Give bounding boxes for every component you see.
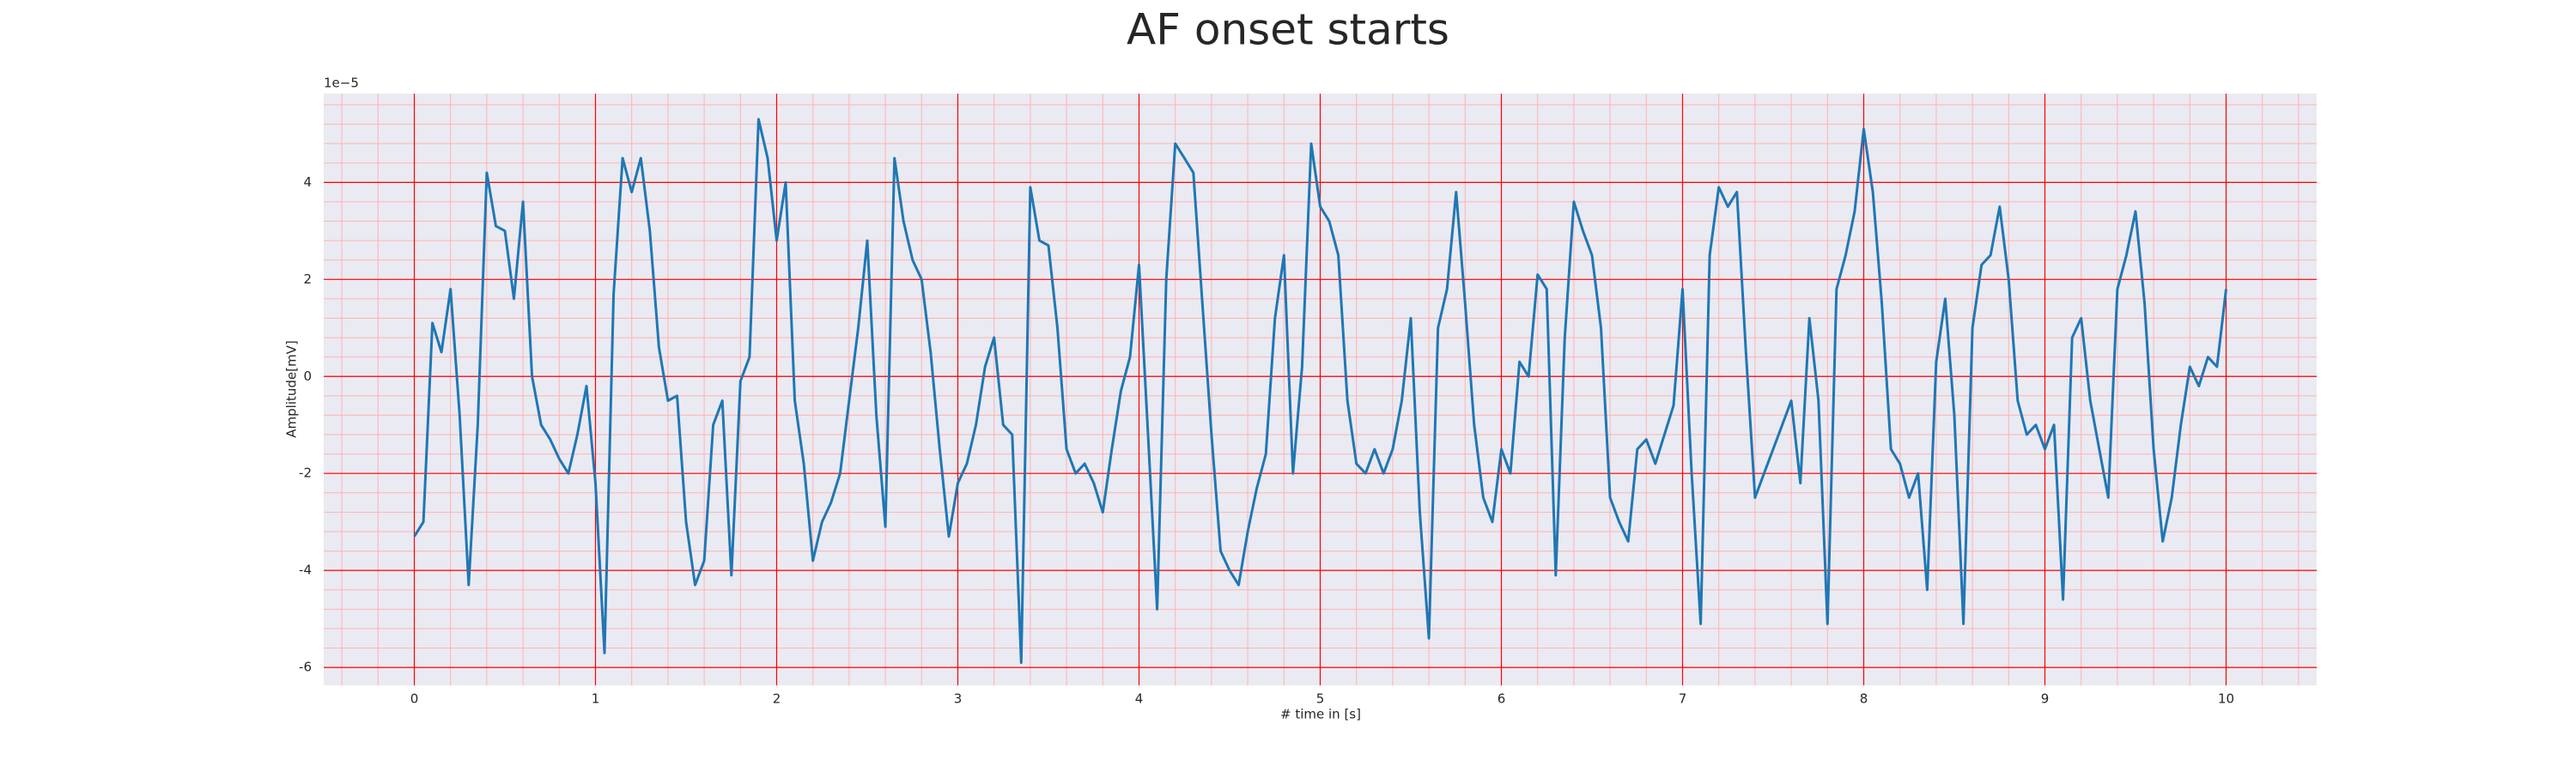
x-tick-label: 1	[592, 691, 600, 707]
y-tick-label: -4	[299, 563, 312, 578]
x-tick-label: 10	[2218, 691, 2234, 707]
x-tick-label: 6	[1498, 691, 1506, 707]
y-offset-label: 1e−5	[324, 76, 359, 91]
x-tick-label: 8	[1860, 691, 1868, 707]
y-tick-label: 4	[303, 174, 312, 190]
x-tick-label: 2	[773, 691, 781, 707]
x-tick-label: 3	[954, 691, 963, 707]
y-tick-label: 2	[303, 271, 312, 287]
x-tick-label: 0	[410, 691, 419, 707]
x-tick-label: 9	[2041, 691, 2050, 707]
x-axis-label: # time in [s]	[1280, 707, 1361, 722]
y-tick-label: -2	[299, 466, 312, 481]
data-line	[413, 118, 2227, 664]
y-tick-label: 0	[303, 368, 312, 384]
y-axis-label: Amplitude[mV]	[284, 340, 300, 437]
x-tick-label: 5	[1316, 691, 1325, 707]
x-tick-label: 4	[1135, 691, 1144, 707]
chart-title: AF onset starts	[1127, 5, 1449, 55]
y-tick-label: -6	[299, 660, 312, 675]
x-tick-label: 7	[1679, 691, 1687, 707]
